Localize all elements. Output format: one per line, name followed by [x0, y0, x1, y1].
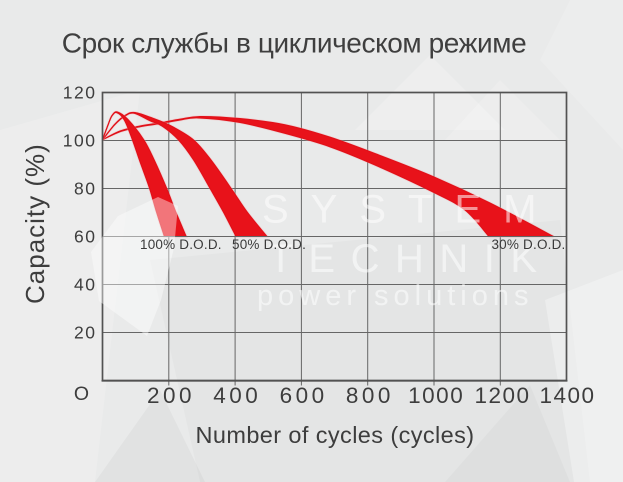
svg-text:200: 200	[147, 383, 195, 408]
svg-text:power solutions: power solutions	[257, 280, 534, 312]
svg-text:50% D.O.D.: 50% D.O.D.	[232, 237, 306, 252]
svg-text:O: O	[74, 383, 89, 405]
svg-text:400: 400	[213, 383, 261, 408]
svg-text:1400: 1400	[539, 383, 595, 408]
svg-text:600: 600	[280, 383, 328, 408]
svg-text:120: 120	[63, 82, 97, 102]
svg-text:60: 60	[74, 226, 96, 246]
svg-text:40: 40	[74, 274, 96, 294]
svg-text:800: 800	[346, 383, 394, 408]
svg-text:Capacity (%): Capacity (%)	[20, 143, 50, 304]
svg-text:20: 20	[74, 322, 96, 342]
svg-text:1000: 1000	[408, 383, 464, 408]
svg-text:Number of cycles (cycles): Number of cycles (cycles)	[196, 422, 475, 448]
svg-text:100: 100	[63, 130, 97, 150]
svg-text:1200: 1200	[474, 383, 530, 408]
svg-text:Срок службы в циклическом режи: Срок службы в циклическом режиме	[62, 28, 526, 59]
svg-text:100% D.O.D.: 100% D.O.D.	[140, 237, 222, 252]
svg-text:80: 80	[74, 178, 96, 198]
svg-text:TECHNIK: TECHNIK	[269, 237, 553, 281]
svg-text:30% D.O.D.: 30% D.O.D.	[491, 237, 565, 252]
svg-text:SYSTEM: SYSTEM	[262, 188, 558, 232]
